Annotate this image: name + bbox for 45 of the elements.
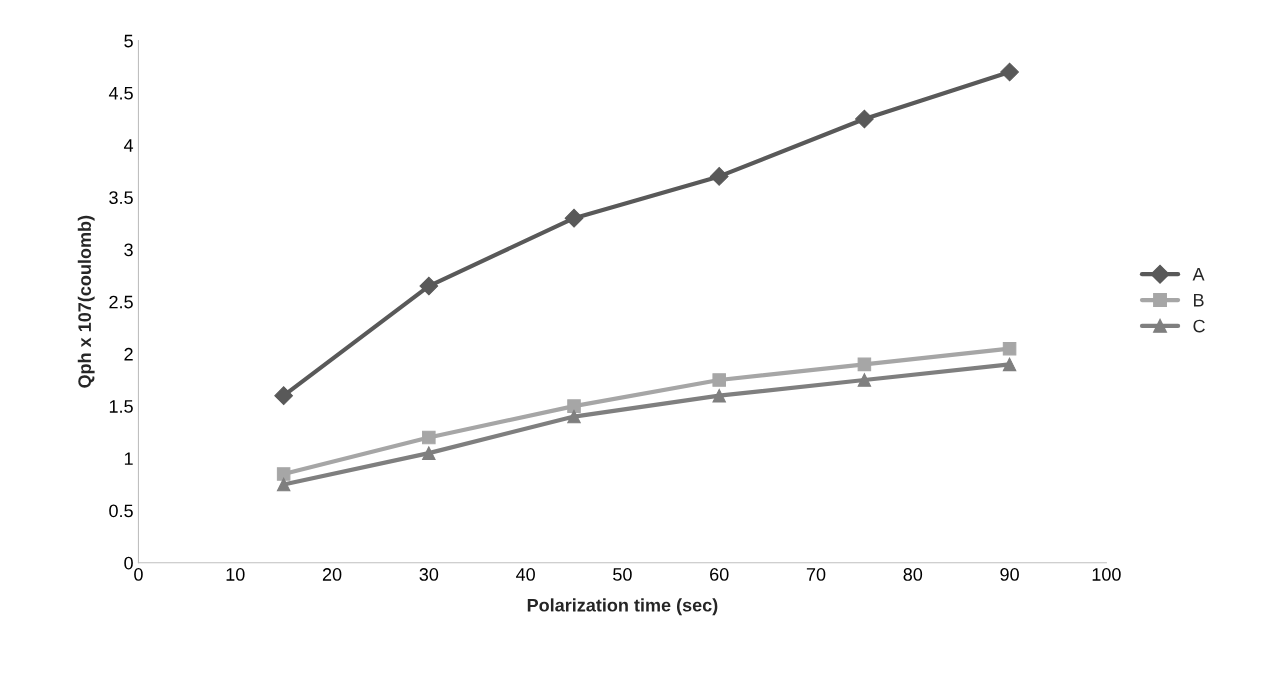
- point: [1002, 341, 1017, 356]
- point: [422, 446, 436, 460]
- x-tick-label: 40: [515, 568, 535, 581]
- y-tick-label: 4.5: [108, 87, 133, 100]
- y-tick-label: 3.5: [109, 191, 133, 205]
- x-tick-label: 10: [226, 568, 245, 581]
- point: [567, 399, 581, 413]
- legend-label: A: [1192, 268, 1205, 281]
- y-tick-label: 3: [124, 243, 133, 257]
- y-tick-label: 1: [124, 452, 133, 465]
- y-tick-label: 2.5: [109, 295, 133, 309]
- x-tick-label: 90: [1000, 568, 1019, 581]
- point: [276, 467, 291, 481]
- y-tick-label: 5: [124, 34, 133, 48]
- y-tick-label: 0: [124, 556, 133, 570]
- point: [422, 430, 436, 445]
- point: [712, 388, 726, 403]
- point: [567, 409, 581, 424]
- x-tick-label: 100: [1092, 568, 1121, 581]
- point: [1002, 357, 1017, 372]
- y-tick-label: 4: [123, 139, 134, 152]
- x-tick-label: 0: [134, 568, 143, 581]
- point: [709, 167, 729, 186]
- y-tick-label: 2: [124, 347, 133, 361]
- point: [564, 208, 584, 228]
- point: [419, 276, 439, 296]
- point: [712, 373, 726, 387]
- x-tick-label: 30: [419, 568, 439, 581]
- point: [276, 477, 291, 492]
- x-tick-label: 80: [903, 568, 923, 581]
- x-axis-title: Polarization time (sec): [527, 598, 718, 616]
- y-tick-label: 1.5: [109, 400, 133, 413]
- legend-label: C: [1193, 319, 1205, 333]
- point: [855, 109, 874, 129]
- point: [857, 373, 872, 387]
- legend-label: B: [1194, 293, 1204, 307]
- x-tick-label: 70: [806, 568, 826, 581]
- y-axis-title: Qph x 107(coulomb): [77, 215, 95, 388]
- x-tick-label: 50: [613, 568, 632, 581]
- point: [857, 357, 872, 372]
- point: [1000, 62, 1019, 82]
- point: [274, 386, 293, 406]
- x-tick-label: 60: [710, 568, 729, 581]
- x-tick-label: 20: [322, 568, 342, 581]
- y-tick-label: 0.5: [109, 504, 133, 518]
